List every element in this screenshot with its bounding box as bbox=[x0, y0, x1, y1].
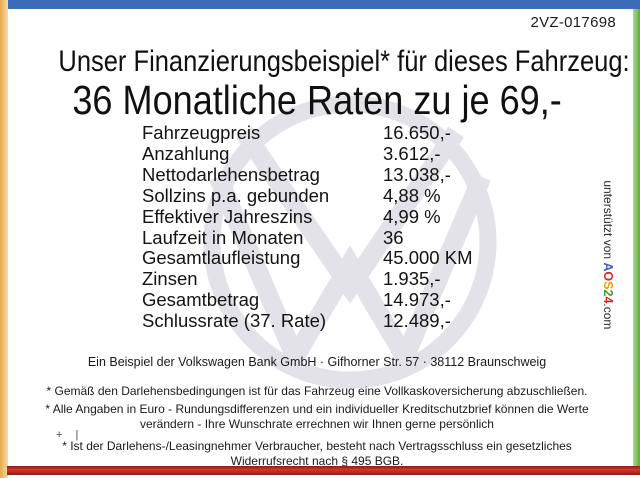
finance-row-value: 13.038,- bbox=[383, 163, 451, 185]
finance-row: Anzahlung 3.612,- bbox=[142, 142, 472, 165]
fine-print-line: * Gemäß den Darlehensbedingungen ist für… bbox=[46, 384, 588, 398]
finance-table: Fahrzeugpreis 16.650,- Anzahlung 3.612,-… bbox=[142, 122, 472, 332]
finance-row-label: Anzahlung bbox=[142, 142, 230, 164]
document-id: 2VZ-017698 bbox=[530, 14, 616, 31]
fine-print-line: * Ist der Darlehens-/Leasingnehmer Verbr… bbox=[62, 438, 572, 469]
supporter-prefix: unterstützt von bbox=[601, 180, 615, 263]
finance-row-value: 3.612,- bbox=[383, 142, 441, 164]
finance-row-label: Laufzeit in Monaten bbox=[142, 226, 304, 248]
aos24-logo-letter: 4 bbox=[601, 296, 615, 304]
aos24-logo-letter: S bbox=[601, 281, 615, 290]
monthly-rate-headline-text: 36 Monatliche Raten zu je 69,- bbox=[72, 77, 562, 123]
aos24-logo-letter: O bbox=[601, 271, 615, 282]
finance-row: Gesamtlaufleistung 45.000 KM bbox=[142, 248, 472, 269]
finance-row-label: Zinsen bbox=[142, 268, 198, 290]
finance-row: Gesamtbetrag 14.973,- bbox=[142, 289, 472, 311]
finance-row-label: Gesamtbetrag bbox=[142, 289, 260, 311]
aos24-logo-letter: 2 bbox=[601, 289, 615, 297]
supporter-credit: unterstützt von AOS24.com bbox=[587, 167, 629, 329]
finance-row-label: Fahrzeugpreis bbox=[142, 122, 261, 143]
fine-print-line: * Alle Angaben in Euro - Rundungsdiffere… bbox=[45, 401, 589, 432]
page-title-text: Unser Finanzierungsbeispiel* für dieses … bbox=[58, 45, 630, 78]
finance-row-value: 14.973,- bbox=[383, 289, 451, 311]
fine-print: * Gemäß den Darlehensbedingungen ist für… bbox=[8, 384, 626, 472]
supporter-suffix: .com bbox=[601, 303, 615, 330]
left-border-bar bbox=[0, 0, 8, 478]
finance-row-value: 4,99 % bbox=[383, 205, 441, 227]
finance-row-label: Gesamtlaufleistung bbox=[142, 247, 301, 269]
finance-row: Zinsen 1.935,- bbox=[142, 268, 472, 290]
finance-row-label: Sollzins p.a. gebunden bbox=[142, 184, 330, 206]
finance-row: Schlussrate (37. Rate) 12.489,- bbox=[142, 310, 472, 332]
bank-address-line: Ein Beispiel der Volkswagen Bank GmbH · … bbox=[87, 355, 547, 369]
right-border-bar bbox=[633, 9, 640, 475]
aos24-logo: AOS24 bbox=[601, 262, 615, 303]
vw-logo-shape bbox=[203, 95, 497, 389]
aos24-logo-letter: A bbox=[601, 262, 615, 272]
finance-row: Sollzins p.a. gebunden 4,88 % bbox=[142, 184, 472, 207]
registration-mark: + | bbox=[56, 429, 84, 441]
finance-row-value: 36 bbox=[383, 226, 404, 248]
finance-row-value: 16.650,- bbox=[383, 122, 451, 143]
bottom-border-bar bbox=[7, 466, 640, 475]
finance-row-value: 4,88 % bbox=[383, 184, 441, 206]
finance-row-label: Schlussrate (37. Rate) bbox=[142, 310, 327, 332]
finance-row: Nettodarlehensbetrag 13.038,- bbox=[142, 163, 472, 186]
top-border-bar bbox=[7, 0, 640, 9]
finance-row-label: Nettodarlehensbetrag bbox=[142, 163, 320, 185]
finance-row-value: 1.935,- bbox=[383, 268, 441, 290]
finance-row-value: 12.489,- bbox=[383, 310, 451, 332]
finance-row-value: 45.000 KM bbox=[383, 247, 473, 269]
monthly-rate-headline: 36 Monatliche Raten zu je 69,- bbox=[8, 78, 626, 122]
finance-row: Fahrzeugpreis 16.650,- bbox=[142, 122, 472, 144]
page-title: Unser Finanzierungsbeispiel* für dieses … bbox=[8, 45, 630, 78]
finance-row: Laufzeit in Monaten 36 bbox=[142, 226, 472, 249]
vw-logo-watermark bbox=[203, 95, 497, 389]
finance-row-label: Effektiver Jahreszins bbox=[142, 205, 313, 227]
finance-row: Effektiver Jahreszins 4,99 % bbox=[142, 205, 472, 228]
